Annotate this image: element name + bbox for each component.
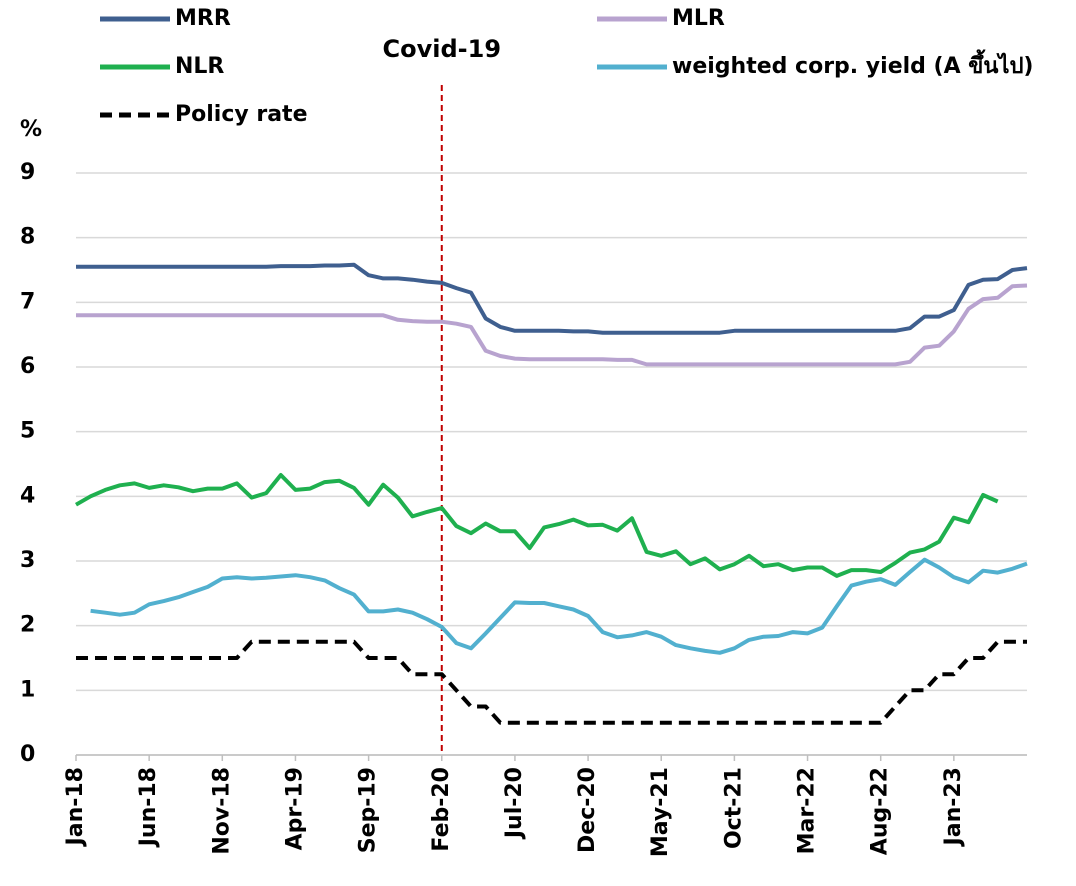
- legend-label: MRR: [175, 6, 231, 31]
- y-tick-label: 0: [20, 742, 35, 767]
- series-line: [76, 262, 1028, 335]
- x-tick-label: Jul-20: [502, 767, 527, 840]
- y-tick-label: 1: [20, 677, 35, 702]
- x-tick-label: Jan-23: [941, 767, 966, 847]
- series-line: [75, 473, 999, 578]
- y-tick-label: 5: [20, 419, 35, 444]
- legend-label: weighted corp. yield (A ขึ้นไป): [672, 49, 1033, 79]
- x-tick-label: Dec-20: [575, 767, 600, 853]
- x-tick-label: Jun-18: [136, 767, 161, 848]
- y-axis-label: %: [20, 117, 42, 142]
- y-tick-label: 2: [20, 613, 35, 638]
- x-tick-label: Nov-18: [209, 767, 234, 855]
- y-tick-label: 8: [20, 225, 35, 250]
- x-tick-label: May-21: [648, 767, 673, 857]
- x-tick-label: Aug-22: [868, 767, 893, 855]
- x-tick-label: Mar-22: [795, 767, 820, 854]
- x-tick-label: Sep-19: [356, 767, 381, 853]
- legend-label: MLR: [672, 6, 725, 31]
- legend-label: NLR: [175, 54, 224, 79]
- y-tick-label: 3: [20, 548, 35, 573]
- x-tick-label: Apr-19: [282, 767, 307, 850]
- x-tick-label: Jan-18: [63, 767, 88, 847]
- y-tick-label: 9: [20, 160, 35, 185]
- series-line: [76, 639, 1027, 725]
- x-tick-label: Feb-20: [429, 767, 454, 852]
- y-tick-label: 6: [20, 354, 35, 379]
- series-line: [76, 283, 1028, 367]
- legend-label: Policy rate: [175, 102, 308, 127]
- y-tick-label: 7: [20, 289, 35, 314]
- annotation-text: Covid-19: [383, 35, 502, 63]
- series-line: [90, 557, 1028, 655]
- y-tick-label: 4: [20, 483, 35, 508]
- x-tick-label: Oct-21: [721, 767, 746, 849]
